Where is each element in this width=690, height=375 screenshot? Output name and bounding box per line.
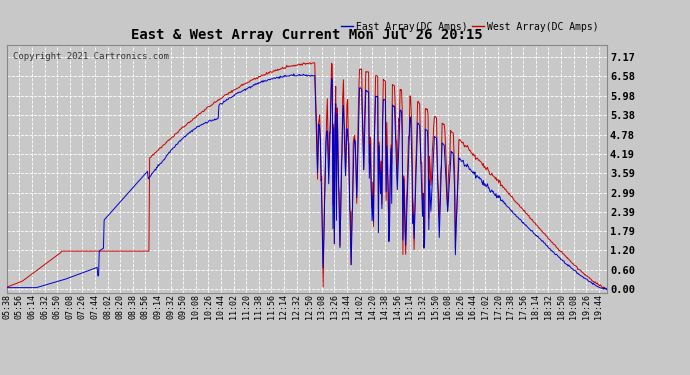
Title: East & West Array Current Mon Jul 26 20:15: East & West Array Current Mon Jul 26 20:… xyxy=(131,28,483,42)
Legend: East Array(DC Amps), West Array(DC Amps): East Array(DC Amps), West Array(DC Amps) xyxy=(337,18,602,36)
Text: Copyright 2021 Cartronics.com: Copyright 2021 Cartronics.com xyxy=(13,53,169,62)
